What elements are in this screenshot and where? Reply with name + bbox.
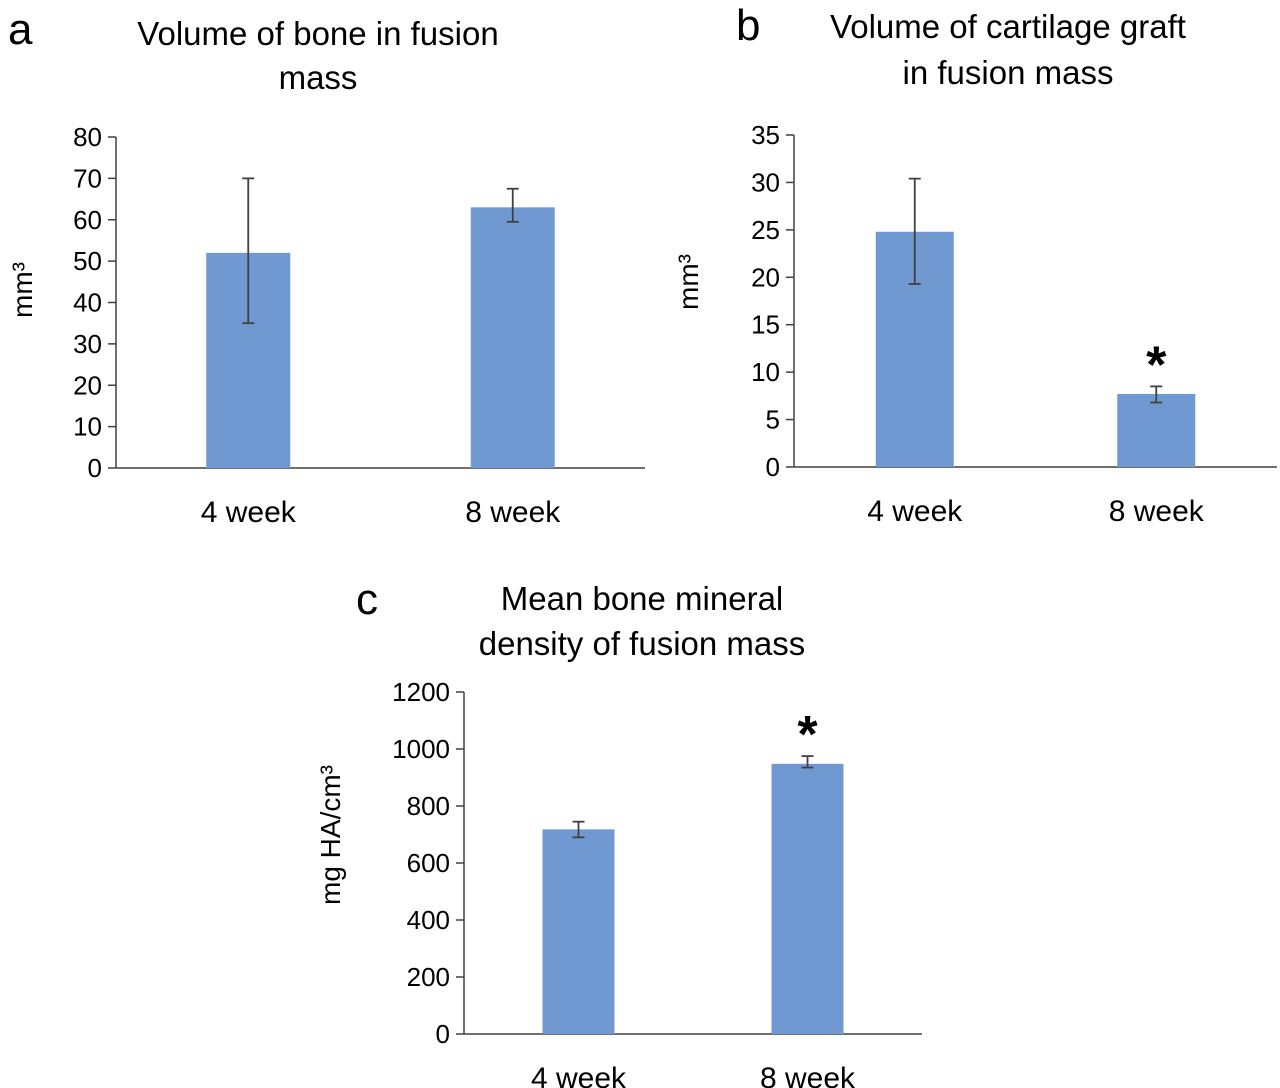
panel-c-bar bbox=[771, 763, 844, 1034]
panel-a: a Volume of bone in fusion mass mm³ 0 10 2… bbox=[7, 5, 645, 529]
panel-b-y-tick-label: 5 bbox=[766, 405, 780, 435]
panel-c-y-tick-label: 600 bbox=[407, 848, 450, 878]
panel-c-y-axis-label: mg HA/cm³ bbox=[315, 765, 346, 905]
panel-a-category-label: 8 week bbox=[465, 496, 561, 529]
panel-a-y-tick-label: 40 bbox=[73, 288, 102, 318]
panel-a-y-tick-label: 0 bbox=[88, 453, 102, 483]
panel-b-significance-marker: * bbox=[1146, 336, 1167, 394]
panel-b-title-line-2: in fusion mass bbox=[903, 54, 1114, 91]
panel-b-y-tick-label: 10 bbox=[751, 357, 780, 387]
panel-a-y-tick-label: 10 bbox=[73, 412, 102, 442]
panel-c-category-label: 4 week bbox=[531, 1062, 627, 1088]
panel-c-y-tick-label: 0 bbox=[436, 1019, 450, 1049]
panel-c-letter: c bbox=[356, 575, 378, 624]
panel-b-letter: b bbox=[736, 1, 760, 50]
panel-b-y-axis-label: mm³ bbox=[673, 254, 704, 310]
panel-c-significance-marker: * bbox=[797, 706, 818, 764]
panel-b-title-line-1: Volume of cartilage graft bbox=[830, 8, 1186, 45]
panel-c-y-tick-label: 1000 bbox=[392, 734, 450, 764]
panel-b-bar bbox=[1117, 393, 1196, 467]
panel-b-category-label: 8 week bbox=[1109, 495, 1205, 528]
panel-b: b Volume of cartilage graft in fusion ma… bbox=[673, 1, 1277, 528]
panel-b-category-label: 4 week bbox=[867, 495, 963, 528]
panel-c-y-tick-label: 800 bbox=[407, 791, 450, 821]
panel-a-y-axis-label: mm³ bbox=[7, 262, 38, 318]
panel-b-y-tick-label: 30 bbox=[751, 167, 780, 197]
panel-a-y-tick-label: 60 bbox=[73, 205, 102, 235]
panel-c-bar bbox=[542, 829, 615, 1034]
panel-b-plot: 0 5 10 15 20 25 30 35 4 week * 8 week bbox=[751, 120, 1277, 528]
panel-a-letter: a bbox=[8, 5, 33, 54]
panel-c-plot: 0 200 400 600 800 1000 1200 4 week * 8 week bbox=[392, 677, 922, 1088]
panel-c: c Mean bone mineral density of fusion ma… bbox=[315, 575, 922, 1088]
panel-c-y-tick-label: 200 bbox=[407, 962, 450, 992]
panel-c-title-line-1: Mean bone mineral bbox=[501, 580, 784, 617]
panel-c-y-tick-label: 1200 bbox=[392, 677, 450, 707]
panel-a-plot: 0 10 20 30 40 50 60 70 80 4 week 8 week bbox=[73, 122, 645, 529]
panel-b-y-tick-label: 35 bbox=[751, 120, 780, 150]
panel-a-y-tick-label: 80 bbox=[73, 122, 102, 152]
panel-a-y-tick-label: 50 bbox=[73, 246, 102, 276]
panel-b-y-tick-label: 20 bbox=[751, 262, 780, 292]
panel-a-title-line-1: Volume of bone in fusion bbox=[137, 15, 498, 52]
panel-b-y-tick-label: 25 bbox=[751, 215, 780, 245]
panel-b-y-tick-label: 15 bbox=[751, 310, 780, 340]
panel-a-y-tick-label: 20 bbox=[73, 370, 102, 400]
panel-a-bar bbox=[470, 207, 555, 468]
panel-c-category-label: 8 week bbox=[760, 1062, 856, 1088]
panel-a-y-tick-label: 70 bbox=[73, 163, 102, 193]
panel-c-y-tick-label: 400 bbox=[407, 905, 450, 935]
panel-b-y-tick-label: 0 bbox=[766, 452, 780, 482]
panel-a-title-line-2: mass bbox=[279, 59, 358, 96]
panel-c-title-line-2: density of fusion mass bbox=[479, 625, 806, 662]
panel-a-y-tick-label: 30 bbox=[73, 329, 102, 359]
panel-a-category-label: 4 week bbox=[201, 496, 297, 529]
